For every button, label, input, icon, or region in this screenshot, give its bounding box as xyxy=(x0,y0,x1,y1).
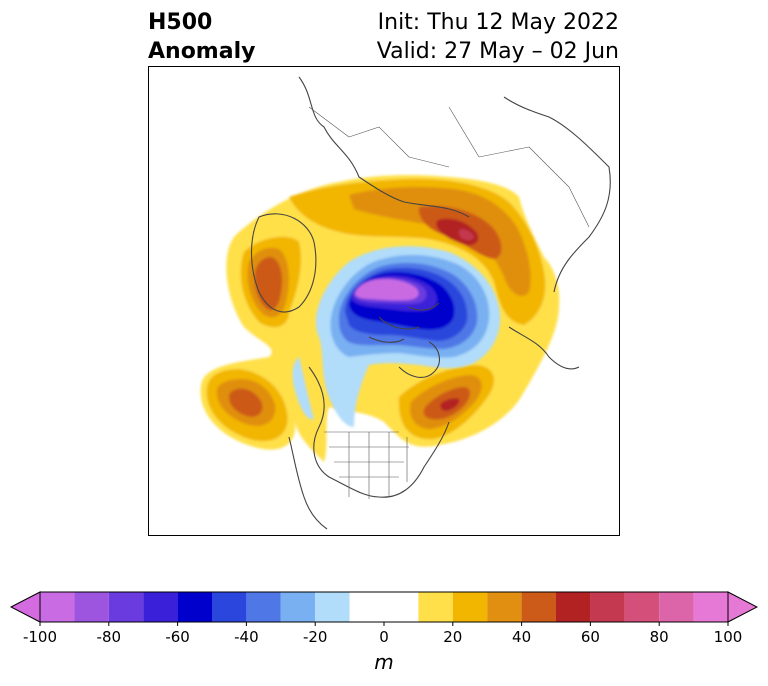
anomaly-map xyxy=(148,66,620,536)
coastline-arctic-islands xyxy=(368,302,440,343)
colorbar-tick-label: 40 xyxy=(512,628,532,646)
coastline-west-coast xyxy=(288,436,328,530)
colorbar-bin xyxy=(659,592,694,622)
colorbar-tick-label: -100 xyxy=(22,628,58,646)
colorbar-tick-label: -80 xyxy=(96,628,122,646)
colorbar-tick-label: -60 xyxy=(165,628,190,646)
init-date: Init: Thu 12 May 2022 xyxy=(377,10,619,35)
coastlines xyxy=(251,76,611,530)
anomaly-map-svg xyxy=(200,76,611,530)
colorbar-bin xyxy=(487,592,522,622)
colorbar xyxy=(10,591,758,626)
valid-date: Valid: 27 May – 02 Jun xyxy=(376,39,619,64)
colorbar-bin xyxy=(74,592,109,622)
colorbar-tick-label: -20 xyxy=(302,628,328,646)
colorbar-bin xyxy=(624,592,660,622)
colorbar-tick-label: 100 xyxy=(713,628,743,646)
colorbar-tick-label: 60 xyxy=(580,628,600,646)
title-block: H500 Anomaly xyxy=(148,8,255,66)
negative-anomalies xyxy=(292,246,501,427)
title-line2: Anomaly xyxy=(148,39,256,64)
colorbar-bin xyxy=(280,592,316,622)
colorbar-extend-high xyxy=(727,591,758,623)
state-borders xyxy=(308,106,590,499)
colorbar-tick-label: 80 xyxy=(649,628,669,646)
coastline-north-america xyxy=(308,366,450,498)
colorbar-bin xyxy=(143,592,178,622)
colorbar-extend-low xyxy=(10,591,41,623)
colorbar-bin xyxy=(590,592,625,622)
colorbar-bin xyxy=(349,592,419,622)
colorbar-tick-label: 20 xyxy=(443,628,463,646)
anomaly-ring-20 xyxy=(206,178,546,442)
colorbar-bin xyxy=(108,592,144,622)
colorbar-bin xyxy=(212,592,247,622)
title-line1: H500 xyxy=(148,10,213,35)
coastline-alaska xyxy=(508,326,580,370)
colorbar-bin xyxy=(315,592,350,622)
coastline-greenland xyxy=(251,213,317,313)
anomaly-ring-40 xyxy=(229,206,502,420)
colorbar-bin xyxy=(556,592,591,622)
coastline-hudson-bay xyxy=(398,341,440,378)
colorbar-unit-label: m xyxy=(374,650,394,674)
coastline-asia xyxy=(503,96,611,293)
colorbar-bin xyxy=(177,592,212,622)
colorbar-tick-label: -40 xyxy=(234,628,259,646)
anomaly-ring-50 xyxy=(436,218,479,411)
border-lines xyxy=(308,106,590,499)
colorbar-bin xyxy=(521,592,556,622)
anomaly-ring-60 xyxy=(458,229,474,241)
colorbar-tick-label: 0 xyxy=(379,628,389,646)
colorbar-bin xyxy=(40,592,75,622)
colorbar-bin xyxy=(693,592,728,622)
colorbar-bin xyxy=(452,592,488,622)
date-block: Init: Thu 12 May 2022 Valid: 27 May – 02… xyxy=(377,8,619,66)
colorbar-bin xyxy=(246,592,281,622)
colorbar-bin xyxy=(418,592,453,622)
anomaly-ring-neg80 xyxy=(355,279,419,301)
coastline-europe xyxy=(298,76,470,218)
